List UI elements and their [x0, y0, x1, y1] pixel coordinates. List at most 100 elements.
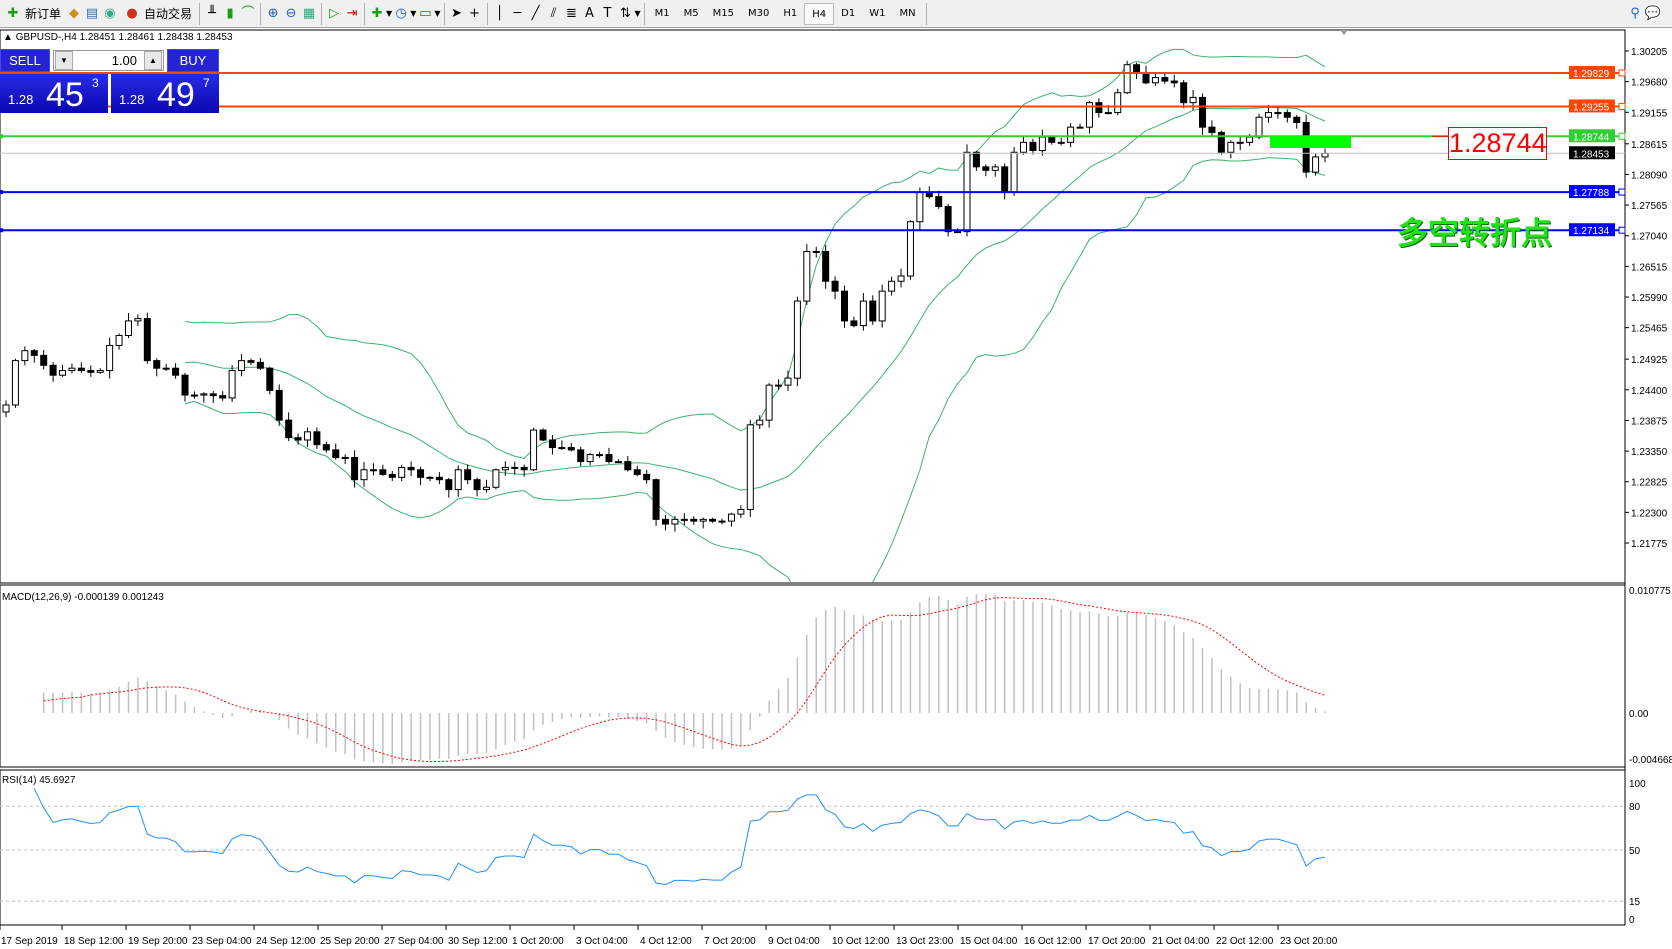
candle-bull	[1189, 96, 1197, 104]
equidistant-channel-icon[interactable]: ⫽	[550, 5, 557, 21]
time-label: 15 Oct 04:00	[960, 936, 1018, 947]
dropdown-arrow-icon[interactable]: ▼	[434, 9, 441, 18]
candle-bull	[1010, 151, 1018, 193]
templates-icon[interactable]: ▭	[419, 5, 432, 21]
new-order-button[interactable]: ✚ 新订单	[0, 2, 65, 26]
timeframe-m30[interactable]: M30	[748, 7, 770, 19]
candle-bull	[1321, 152, 1329, 158]
search-icon[interactable]: ⚲	[1630, 5, 1640, 21]
candle-bull	[115, 335, 123, 346]
candle-bear	[520, 466, 528, 471]
candle-bear	[935, 196, 943, 208]
crosshair-icon[interactable]: +	[469, 5, 480, 21]
text-label-icon[interactable]: T	[603, 5, 612, 21]
dropdown-arrow-icon[interactable]: ▼	[634, 9, 641, 18]
timeframe-mn[interactable]: MN	[899, 7, 916, 19]
fibonacci-icon[interactable]: ≣	[566, 5, 577, 21]
dropdown-arrow-icon[interactable]: ▼	[386, 9, 393, 18]
navigator-icon[interactable]: ▤	[85, 5, 99, 21]
market-watch-icon[interactable]: ◆	[69, 5, 80, 21]
candle-bull	[1255, 116, 1263, 138]
line-handle	[0, 190, 3, 195]
main-plot	[2, 48, 1329, 582]
zoom-in-icon[interactable]: ⊕	[267, 5, 279, 21]
turning-point-annotation[interactable]: 多空转折点	[1397, 216, 1552, 252]
timeframe-m5[interactable]: M5	[683, 7, 699, 19]
price-tick-label: 1.30205	[1631, 47, 1668, 58]
chart-canvas[interactable]: 1.30205 1.29680 1.29155 1.28615 1.28090 1.275…	[0, 28, 1672, 949]
candle-bull	[1312, 156, 1320, 173]
timeframe-h4[interactable]: H4	[804, 2, 835, 25]
timeframe-h1[interactable]: H1	[783, 7, 798, 19]
rsi-tick-label: 15	[1629, 897, 1641, 908]
arrows-icon[interactable]: ⇅	[620, 5, 631, 21]
zoom-out-icon[interactable]: ⊖	[285, 5, 297, 21]
periods-icon[interactable]: ◷	[395, 5, 407, 21]
price-label-bg	[1569, 185, 1615, 199]
auto-trading-button[interactable]: ● 自动交易	[119, 2, 196, 26]
candle-bull	[454, 469, 462, 491]
chat-icon[interactable]: 💬	[1644, 5, 1662, 21]
timeframe-m1[interactable]: M1	[654, 7, 670, 19]
candle-bull	[699, 518, 707, 522]
new-order-label: 新订单	[25, 7, 62, 21]
bar-chart-icon[interactable]: ╨	[208, 5, 216, 21]
candle-bull	[124, 320, 132, 337]
timeframe-w1[interactable]: W1	[869, 7, 886, 19]
time-label: 23 Oct 20:00	[1280, 936, 1338, 947]
time-label: 27 Sep 04:00	[384, 936, 444, 947]
candle-bull	[200, 393, 208, 396]
macd-tick-label: -0.004668	[1629, 755, 1672, 766]
candle-bull	[1236, 141, 1244, 144]
candle-bear	[87, 370, 95, 373]
buy-button[interactable]: BUY	[167, 49, 219, 72]
decrease-lots-button[interactable]: ▼	[55, 51, 73, 70]
candle-bear	[1283, 112, 1291, 118]
candle-bear	[1029, 141, 1037, 152]
cursor-icon[interactable]: ➤	[451, 5, 462, 21]
line-handle	[1618, 132, 1626, 140]
rsi-label: RSI(14) 45.6927	[2, 775, 76, 786]
line-handle	[0, 70, 3, 75]
line-chart-icon[interactable]: ⌒	[241, 5, 255, 21]
bollinger-lower	[184, 157, 1326, 582]
chart-shift-icon[interactable]: ⇥	[346, 5, 358, 21]
timeframe-d1[interactable]: D1	[841, 7, 856, 19]
trendline-icon[interactable]: ╱	[531, 5, 540, 21]
sell-button[interactable]: SELL	[0, 49, 50, 72]
buy-price[interactable]: 1.28 49 7	[111, 74, 219, 114]
candle-bull	[737, 508, 745, 515]
candle-bear	[822, 250, 830, 282]
signals-icon[interactable]: ◉	[104, 5, 116, 21]
tile-windows-icon[interactable]: ▦	[302, 5, 316, 21]
candle-bull	[360, 469, 368, 481]
candle-bear	[850, 320, 858, 327]
candle-bear	[662, 518, 669, 525]
horizontal-line-icon[interactable]: ─	[513, 5, 522, 21]
candle-bear	[417, 469, 425, 478]
candle-bear	[209, 393, 217, 397]
candle-bear	[567, 447, 575, 451]
candlestick-icon[interactable]: ▮	[226, 5, 234, 21]
text-icon[interactable]: A	[585, 5, 594, 21]
price-annotation-label[interactable]: 1.28744	[1448, 127, 1547, 160]
dropdown-arrow-icon[interactable]: ▼	[410, 9, 417, 18]
lot-size-input[interactable]: 1.00	[53, 50, 164, 71]
candle-bull	[718, 520, 726, 523]
candle-bull	[812, 250, 820, 253]
increase-lots-button[interactable]: ▲	[144, 51, 162, 70]
sell-price[interactable]: 1.28 45 3	[0, 74, 108, 114]
rsi-tick-label: 80	[1629, 802, 1641, 813]
timeframe-m15[interactable]: M15	[712, 7, 735, 19]
buy-price-main: 49	[157, 76, 195, 114]
price-tick-label: 1.25990	[1631, 293, 1668, 304]
buy-price-prefix: 1.28	[119, 92, 145, 107]
vertical-line-icon[interactable]: │	[495, 5, 504, 21]
candle-bear	[1199, 96, 1207, 128]
one-click-trading-panel: SELL 1.00 ▼ ▲ BUY 1.28 45 3 1.28 49 7	[0, 49, 219, 114]
candle-bull	[671, 518, 679, 525]
timeframe-bar: M1 M5 M15 M30 H1 H4 D1 W1 MN	[648, 2, 923, 25]
autoscroll-icon[interactable]: ▷	[329, 5, 340, 21]
candle-bear	[77, 367, 85, 372]
indicators-icon[interactable]: ✚	[371, 5, 383, 21]
